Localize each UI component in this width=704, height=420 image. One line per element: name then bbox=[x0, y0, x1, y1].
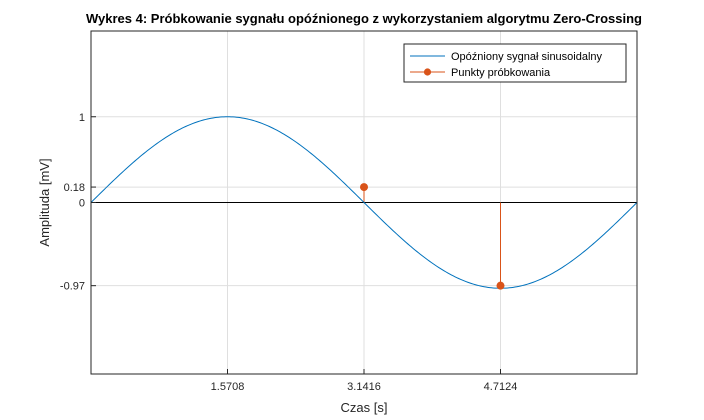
sampling-markers bbox=[360, 183, 505, 290]
legend-label-delayed-sine: Opóźniony sygnał sinusoidalny bbox=[451, 51, 603, 63]
y-tick-label-1: 0 bbox=[79, 198, 85, 210]
x-tick-label-1: 3.1416 bbox=[347, 381, 381, 393]
sampling-point-1 bbox=[496, 281, 505, 290]
y-tick-label-2: 0.18 bbox=[64, 182, 85, 194]
legend-marker-sampling-points bbox=[423, 68, 432, 76]
y-tick-label-0: -0.97 bbox=[60, 281, 85, 293]
x-axis-ticks: 1.5708 3.1416 4.7124 bbox=[211, 369, 518, 393]
sampling-point-0 bbox=[360, 183, 368, 192]
y-axis-label: Amplituda [mV] bbox=[37, 158, 52, 246]
chart-title: Wykres 4: Próbkowanie sygnału opóźnioneg… bbox=[86, 11, 642, 26]
legend-box bbox=[403, 43, 627, 83]
y-axis-ticks: -0.97 0 0.18 1 bbox=[60, 112, 96, 293]
x-axis-label: Czas [s] bbox=[341, 400, 388, 415]
legend: Opóźniony sygnał sinusoidalny Punkty pró… bbox=[403, 43, 627, 83]
legend-label-sampling-points: Punkty próbkowania bbox=[451, 67, 551, 79]
series-line-delayed-sine bbox=[90, 116, 638, 289]
sampling-stems bbox=[363, 187, 501, 286]
y-tick-label-3: 1 bbox=[79, 112, 85, 124]
x-tick-label-2: 4.7124 bbox=[484, 381, 518, 393]
x-tick-label-0: 1.5708 bbox=[211, 381, 245, 393]
